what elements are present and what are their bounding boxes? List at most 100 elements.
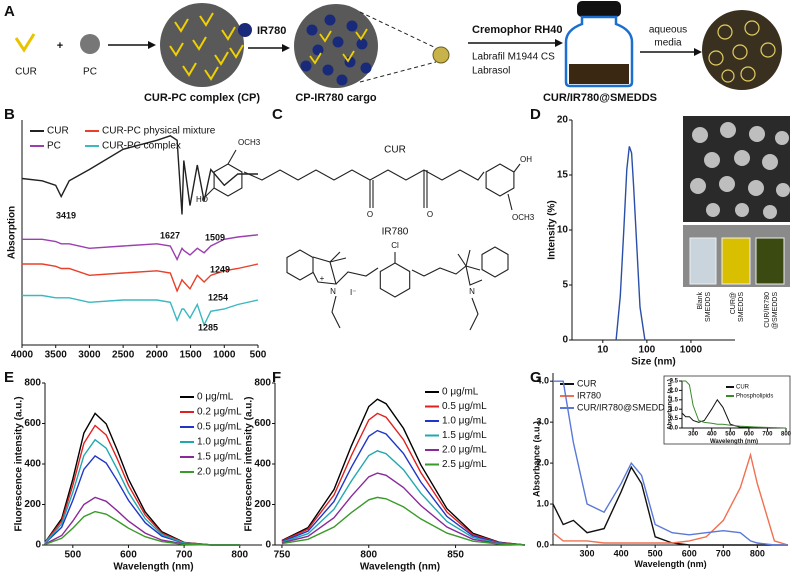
x-tick-label: 400: [614, 548, 629, 558]
y-axis-label: Fluorescence intensity (a.u.): [14, 396, 25, 531]
zoom-line: [359, 11, 437, 49]
atom-label: HO: [196, 195, 208, 204]
y-axis-label: Absorbance (a.u.): [668, 379, 674, 430]
y-tick-label: 800: [254, 378, 271, 389]
y-tick-label: 1.0: [536, 498, 549, 508]
x-axis-label: Wavelength (nm): [113, 562, 193, 573]
legend-label: 0 μg/mL: [442, 387, 479, 398]
x-axis-label: Wavelength (nm): [360, 562, 440, 573]
bond: [465, 249, 471, 267]
y-tick-label: 2.5: [670, 379, 679, 385]
x-tick-label: 800: [781, 432, 792, 438]
compound-name: IR780: [382, 227, 409, 238]
cur-marks: [309, 28, 368, 65]
label: IR780: [257, 25, 286, 37]
legend-label: CUR-PC physical mixture: [102, 126, 216, 137]
x-tick-label: 1000: [680, 345, 703, 356]
y-tick-label: 200: [24, 499, 41, 510]
x-axis-label: Wavelength (nm): [634, 559, 706, 569]
photos: Blank SMEDDS CUR@ SMEDDS CUR/IR780 @SMED…: [683, 116, 790, 329]
x-tick-label: 500: [250, 350, 267, 361]
atom-label: N: [330, 287, 336, 296]
series-line: [281, 398, 526, 546]
atom-label: N: [469, 287, 475, 296]
annotation: 1509: [205, 232, 225, 242]
vial-label: @SMEDDS: [772, 292, 779, 329]
y-axis-label: Absorbance (a.u.): [531, 421, 541, 497]
y-tick-label: 3.0: [536, 417, 549, 427]
series-line: [22, 263, 259, 293]
y-tick-label: 600: [254, 418, 271, 429]
label: media: [654, 38, 682, 49]
series-line: [281, 472, 526, 546]
pc-icon: [80, 34, 100, 54]
legend-label: CUR: [47, 126, 69, 137]
series-line: [281, 429, 526, 546]
y-axis-label: Fluorescence intensity (a.u.): [244, 396, 255, 531]
y-tick-label: 0.0: [670, 426, 679, 432]
x-tick-label: 800: [360, 550, 377, 561]
arrow-head: [148, 41, 156, 49]
series-line: [44, 510, 240, 546]
series-line: [281, 450, 526, 546]
x-tick-label: 4000: [11, 350, 34, 361]
legend-label: CUR/IR780@SMEDDS: [577, 402, 671, 412]
vial: [755, 237, 785, 285]
y-tick-label: 800: [24, 378, 41, 389]
bond: [213, 163, 243, 197]
label: CUR: [15, 67, 37, 78]
y-tick-label: 2.0: [536, 457, 549, 467]
atom-label: OCH3: [512, 213, 535, 222]
series-line: [281, 496, 526, 546]
panel-letter: A: [4, 3, 15, 20]
x-tick-label: 300: [688, 432, 699, 438]
bond: [205, 187, 215, 197]
legend-label: 1.5 μg/mL: [197, 452, 242, 463]
label: CUR-PC complex (CP): [144, 92, 260, 104]
vial-label: SMEDDS: [705, 292, 712, 322]
arrow-head: [694, 48, 702, 56]
y-tick-label: 2.0: [670, 388, 679, 394]
panel-letter: E: [4, 369, 14, 386]
atom-label: OCH3: [238, 138, 261, 147]
label: aqueous: [649, 25, 687, 36]
legend-label: 1.0 μg/mL: [442, 416, 487, 427]
y-tick-label: 15: [557, 170, 569, 181]
label: PC: [83, 67, 97, 78]
label: CUR/IR780@SMEDDS: [543, 92, 657, 104]
y-tick-label: 1.5: [670, 397, 679, 403]
bond: [227, 149, 237, 165]
ir780-icon: [238, 23, 252, 37]
scheme: CUR + PC CUR-PC complex (CP) IR780 CP-IR…: [14, 1, 782, 104]
bond: [286, 249, 314, 281]
legend-label: IR780: [577, 390, 601, 400]
y-axis-label: Absorption: [7, 206, 18, 259]
bond: [457, 253, 467, 267]
atom-label: +: [320, 274, 325, 283]
bond: [485, 163, 515, 197]
x-tick-label: 500: [648, 548, 663, 558]
x-tick-label: 500: [725, 432, 736, 438]
series-line: [552, 452, 789, 546]
bottle-cap: [577, 1, 621, 17]
series-line: [553, 380, 788, 546]
legend-label: 2.5 μg/mL: [442, 459, 487, 470]
panel-letter: C: [272, 106, 283, 123]
x-tick-label: 500: [64, 550, 81, 561]
legend-label: PC: [47, 141, 61, 152]
panel-letter: F: [272, 369, 281, 386]
atom-label: O: [427, 210, 433, 219]
x-tick-label: 400: [707, 432, 718, 438]
series-line: [21, 135, 258, 215]
bond: [329, 251, 341, 263]
annotation: 1249: [210, 264, 230, 274]
x-tick-label: 600: [682, 548, 697, 558]
annotation: 1285: [198, 322, 218, 332]
x-tick-label: 1500: [179, 350, 202, 361]
cur-marks: [169, 12, 244, 81]
x-tick-label: 2000: [146, 350, 169, 361]
x-tick-label: 800: [231, 550, 248, 561]
legend-label: 0.2 μg/mL: [197, 407, 242, 418]
vial-label: CUR/IR780: [764, 292, 771, 328]
annotation: 3419: [56, 210, 76, 220]
